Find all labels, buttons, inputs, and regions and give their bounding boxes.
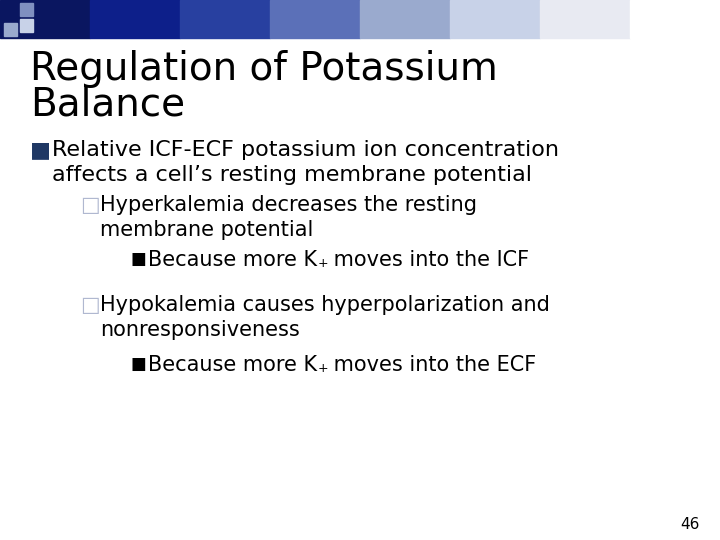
Text: Hypokalemia causes hyperpolarization and
nonresponsiveness: Hypokalemia causes hyperpolarization and… — [100, 295, 550, 340]
Text: Because more K: Because more K — [148, 355, 317, 375]
Text: Because more K: Because more K — [148, 250, 317, 270]
Polygon shape — [270, 0, 360, 38]
Text: Regulation of Potassium: Regulation of Potassium — [30, 50, 498, 88]
Text: ■: ■ — [30, 140, 51, 160]
Text: □: □ — [80, 195, 100, 215]
Text: +: + — [318, 362, 328, 375]
Text: 46: 46 — [680, 517, 700, 532]
Polygon shape — [90, 0, 180, 38]
Text: □: □ — [80, 295, 100, 315]
Text: +: + — [318, 257, 328, 270]
Polygon shape — [0, 0, 90, 38]
Polygon shape — [630, 0, 720, 38]
Text: ■: ■ — [130, 250, 145, 268]
Polygon shape — [450, 0, 540, 38]
Polygon shape — [20, 19, 33, 32]
Text: ■: ■ — [130, 355, 145, 373]
Polygon shape — [4, 23, 17, 36]
Polygon shape — [20, 3, 33, 16]
Text: Relative ICF-ECF potassium ion concentration
affects a cell’s resting membrane p: Relative ICF-ECF potassium ion concentra… — [52, 140, 559, 185]
Polygon shape — [180, 0, 270, 38]
Polygon shape — [540, 0, 630, 38]
Polygon shape — [360, 0, 450, 38]
Text: Hyperkalemia decreases the resting
membrane potential: Hyperkalemia decreases the resting membr… — [100, 195, 477, 240]
Text: moves into the ECF: moves into the ECF — [327, 355, 536, 375]
Text: Balance: Balance — [30, 85, 185, 123]
Text: moves into the ICF: moves into the ICF — [327, 250, 529, 270]
Polygon shape — [4, 7, 17, 20]
